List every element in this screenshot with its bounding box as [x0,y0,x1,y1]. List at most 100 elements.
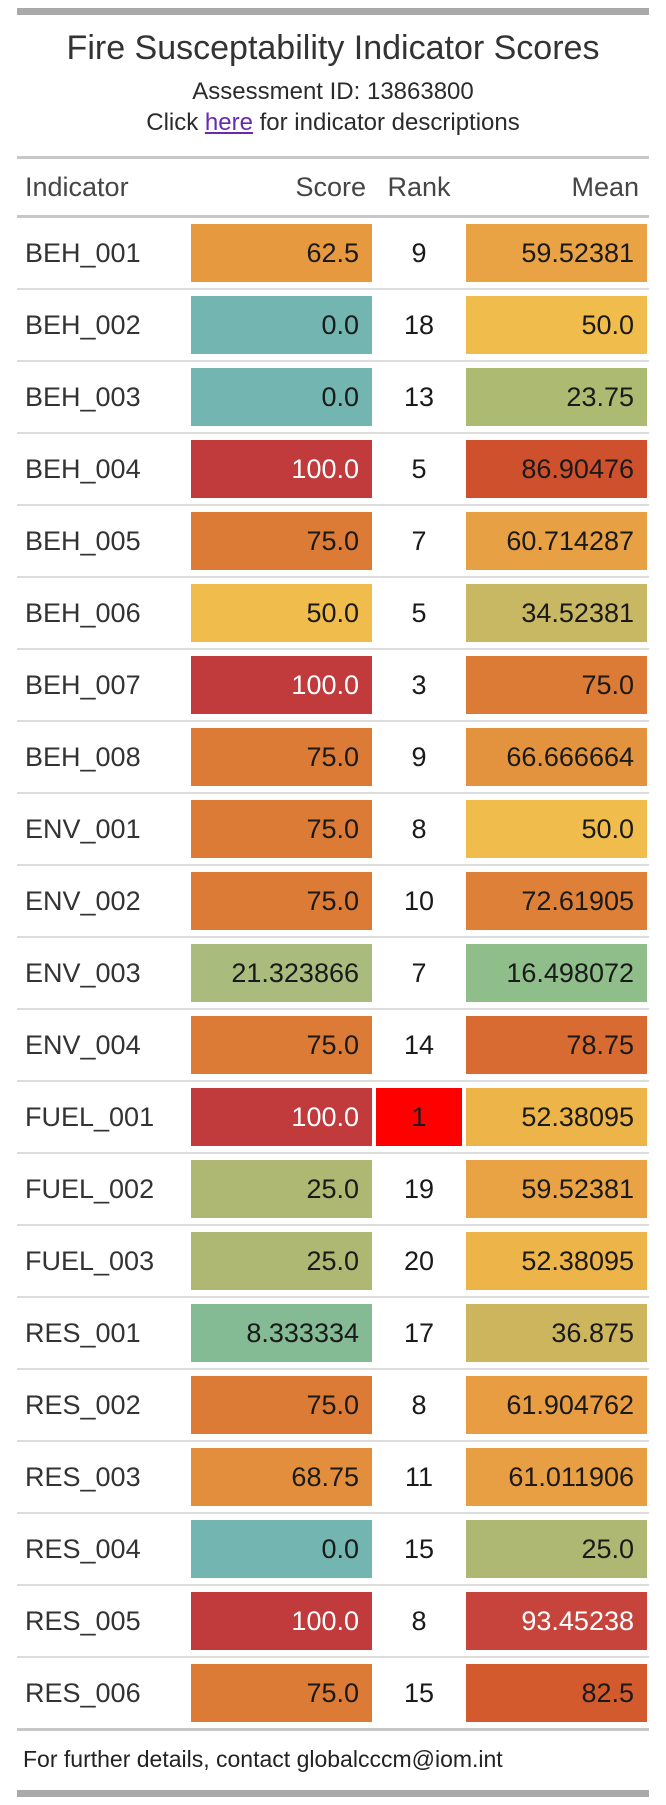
indicator-cell: ENV_001 [17,792,189,865]
mean-cell: 60.714287 [464,504,649,577]
indicator-cell: RES_004 [17,1512,189,1585]
score-value: 25.0 [191,1232,372,1290]
indicator-cell: BEH_004 [17,432,189,505]
fire-susceptibility-panel: Fire Susceptability Indicator Scores Ass… [0,8,666,1797]
rank-value: 13 [403,382,435,412]
table-row: FUEL_001 100.0 1 52.38095 [17,1080,649,1153]
mean-cell: 82.5 [464,1656,649,1730]
indicator-cell: RES_003 [17,1440,189,1513]
mean-value: 34.52381 [466,584,647,642]
score-value: 100.0 [191,1592,372,1650]
rank-value: 1 [376,1088,462,1146]
rank-value: 8 [411,1606,427,1636]
rank-cell: 7 [374,504,464,577]
mean-value: 61.011906 [466,1448,647,1506]
rank-value: 5 [411,454,427,484]
indicator-scores-table: Indicator Score Rank Mean BEH_001 62.5 9… [17,156,649,1731]
mean-value: 61.904762 [466,1376,647,1434]
indicator-descriptions-line: Click here for indicator descriptions [0,107,666,138]
indicator-cell: BEH_003 [17,360,189,433]
score-value: 50.0 [191,584,372,642]
column-header-rank: Rank [374,157,464,218]
rank-cell: 5 [374,432,464,505]
rank-cell: 1 [374,1080,464,1153]
score-cell: 100.0 [189,1584,374,1657]
mean-value: 60.714287 [466,512,647,570]
score-cell: 75.0 [189,720,374,793]
table-row: RES_001 8.333334 17 36.875 [17,1296,649,1369]
mean-cell: 59.52381 [464,217,649,290]
table-row: BEH_006 50.0 5 34.52381 [17,576,649,649]
score-value: 68.75 [191,1448,372,1506]
indicator-cell: ENV_002 [17,864,189,937]
score-value: 100.0 [191,1088,372,1146]
score-value: 75.0 [191,800,372,858]
score-cell: 25.0 [189,1224,374,1297]
column-header-mean: Mean [464,157,649,218]
rank-cell: 10 [374,864,464,937]
table-row: ENV_002 75.0 10 72.61905 [17,864,649,937]
mean-value: 66.666664 [466,728,647,786]
score-cell: 0.0 [189,360,374,433]
table-row: FUEL_003 25.0 20 52.38095 [17,1224,649,1297]
rank-cell: 8 [374,792,464,865]
table-row: RES_002 75.0 8 61.904762 [17,1368,649,1441]
mean-cell: 34.52381 [464,576,649,649]
score-cell: 75.0 [189,1368,374,1441]
rank-cell: 17 [374,1296,464,1369]
rank-cell: 11 [374,1440,464,1513]
mean-value: 59.52381 [466,1160,647,1218]
top-divider-bar [17,8,649,15]
score-cell: 75.0 [189,864,374,937]
mean-value: 52.38095 [466,1232,647,1290]
score-cell: 100.0 [189,648,374,721]
mean-value: 52.38095 [466,1088,647,1146]
score-value: 0.0 [191,368,372,426]
indicator-cell: BEH_005 [17,504,189,577]
score-cell: 21.323866 [189,936,374,1009]
indicator-descriptions-link[interactable]: here [204,109,253,136]
rank-value: 7 [411,958,427,988]
indicator-cell: RES_005 [17,1584,189,1657]
rank-cell: 15 [374,1656,464,1730]
rank-value: 20 [403,1246,435,1276]
mean-value: 16.498072 [466,944,647,1002]
mean-cell: 25.0 [464,1512,649,1585]
score-cell: 68.75 [189,1440,374,1513]
score-value: 75.0 [191,512,372,570]
indicator-cell: RES_002 [17,1368,189,1441]
score-cell: 75.0 [189,792,374,865]
indicator-cell: BEH_002 [17,288,189,361]
table-row: ENV_003 21.323866 7 16.498072 [17,936,649,1009]
mean-value: 78.75 [466,1016,647,1074]
click-prefix-text: Click [146,109,205,136]
table-row: BEH_003 0.0 13 23.75 [17,360,649,433]
mean-value: 82.5 [466,1664,647,1722]
table-row: BEH_004 100.0 5 86.90476 [17,432,649,505]
table-row: BEH_002 0.0 18 50.0 [17,288,649,361]
rank-cell: 15 [374,1512,464,1585]
score-cell: 75.0 [189,504,374,577]
mean-value: 50.0 [466,800,647,858]
mean-cell: 36.875 [464,1296,649,1369]
rank-value: 14 [403,1030,435,1060]
table-row: BEH_005 75.0 7 60.714287 [17,504,649,577]
indicator-cell: RES_001 [17,1296,189,1369]
rank-value: 11 [404,1462,434,1492]
score-cell: 75.0 [189,1656,374,1730]
mean-cell: 78.75 [464,1008,649,1081]
score-value: 8.333334 [191,1304,372,1362]
rank-cell: 8 [374,1584,464,1657]
indicator-cell: FUEL_001 [17,1080,189,1153]
score-value: 0.0 [191,296,372,354]
indicator-cell: BEH_007 [17,648,189,721]
indicator-cell: ENV_004 [17,1008,189,1081]
score-value: 100.0 [191,656,372,714]
rank-value: 8 [411,814,427,844]
column-header-indicator: Indicator [17,157,189,218]
score-value: 62.5 [191,224,372,282]
score-cell: 100.0 [189,432,374,505]
rank-value: 17 [403,1318,435,1348]
rank-value: 7 [411,526,427,556]
mean-value: 93.45238 [466,1592,647,1650]
